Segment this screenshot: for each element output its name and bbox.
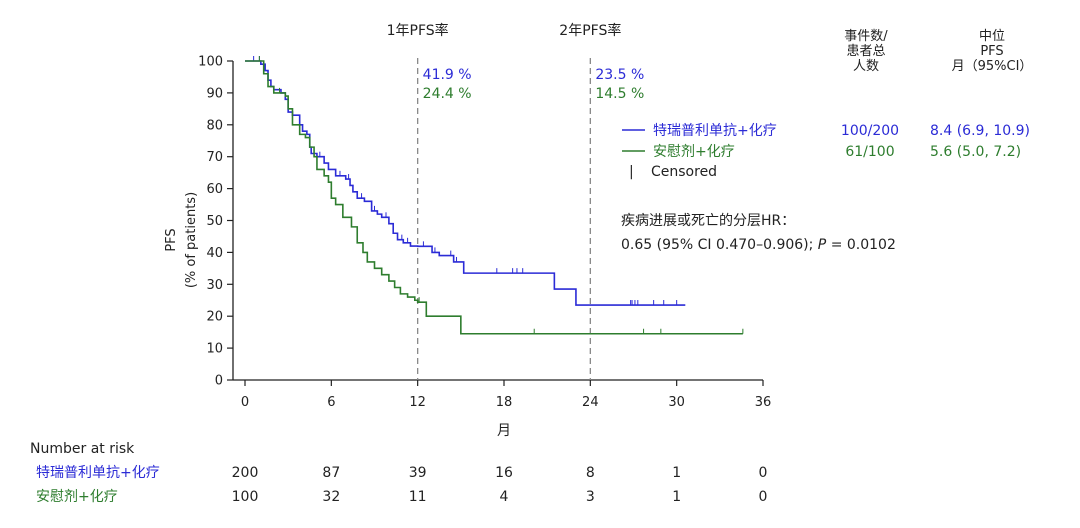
y-tick-label: 0 (215, 374, 223, 389)
landmark-value: 41.9 % (423, 67, 472, 83)
legend-name: 安慰剂+化疗 (653, 143, 735, 160)
x-tick-label: 24 (582, 395, 599, 410)
legend-median: 5.6 (5.0, 7.2) (930, 144, 1021, 160)
x-tick-label: 0 (241, 395, 249, 410)
risk-count: 1 (672, 489, 681, 505)
landmark-value: 24.4 % (423, 86, 472, 102)
legend-header-median-line: PFS (980, 44, 1003, 59)
x-tick-label: 30 (668, 395, 685, 410)
km-curve-2 (245, 60, 743, 335)
y-tick-label: 50 (206, 214, 223, 229)
legend-median: 8.4 (6.9, 10.9) (930, 123, 1030, 139)
y-tick-label: 90 (206, 86, 223, 101)
risk-table-title: Number at risk (30, 441, 135, 457)
risk-count: 16 (495, 465, 513, 481)
risk-count: 0 (759, 465, 768, 481)
x-tick-label: 6 (327, 395, 335, 410)
legend-header-median-line: 中位 (979, 29, 1005, 44)
legend-header-median-line: 月（95%CI） (952, 59, 1033, 74)
x-tick-label: 36 (755, 395, 772, 410)
censored-label: Censored (651, 164, 717, 180)
risk-count: 87 (322, 465, 340, 481)
risk-row-name: 安慰剂+化疗 (36, 488, 118, 505)
y-tick-label: 80 (206, 118, 223, 133)
y-tick-label: 60 (206, 182, 223, 197)
y-tick-label: 20 (206, 310, 223, 325)
y-axis-label: (% of patients) (184, 192, 199, 288)
legend-header-events-line: 患者总 (846, 44, 885, 59)
landmark-label: 2年PFS率 (559, 22, 621, 39)
y-tick-label: 10 (206, 342, 223, 357)
landmark-label: 1年PFS率 (387, 22, 449, 39)
risk-count: 3 (586, 489, 595, 505)
risk-count: 39 (409, 465, 427, 481)
legend-events: 61/100 (845, 144, 894, 160)
landmark-value: 23.5 % (595, 67, 644, 83)
x-axis-label: 月 (497, 423, 511, 439)
risk-count: 8 (586, 465, 595, 481)
x-tick-label: 18 (496, 395, 513, 410)
risk-count: 11 (409, 489, 427, 505)
y-tick-label: 40 (206, 246, 223, 261)
risk-count: 100 (232, 489, 259, 505)
risk-count: 0 (759, 489, 768, 505)
y-tick-label: 100 (198, 55, 223, 70)
y-tick-label: 70 (206, 150, 223, 165)
legend-events: 100/200 (841, 123, 899, 139)
y-tick-label: 30 (206, 278, 223, 293)
censored-glyph: | (629, 164, 634, 180)
legend-name: 特瑞普利单抗+化疗 (653, 123, 777, 139)
hr-value: 0.65 (95% CI 0.470–0.906); P = 0.0102 (621, 237, 896, 253)
hr-title: 疾病进展或死亡的分层HR： (621, 213, 795, 229)
legend-header-events-line: 事件数/ (844, 29, 888, 44)
legend-header-events-line: 人数 (853, 59, 879, 74)
risk-row-name: 特瑞普利单抗+化疗 (36, 465, 160, 481)
risk-count: 1 (672, 465, 681, 481)
x-tick-label: 12 (409, 395, 426, 410)
landmark-value: 14.5 % (595, 86, 644, 102)
risk-count: 32 (322, 489, 340, 505)
y-axis-label: PFS (164, 228, 179, 251)
risk-count: 4 (500, 489, 509, 505)
risk-count: 200 (232, 465, 259, 481)
